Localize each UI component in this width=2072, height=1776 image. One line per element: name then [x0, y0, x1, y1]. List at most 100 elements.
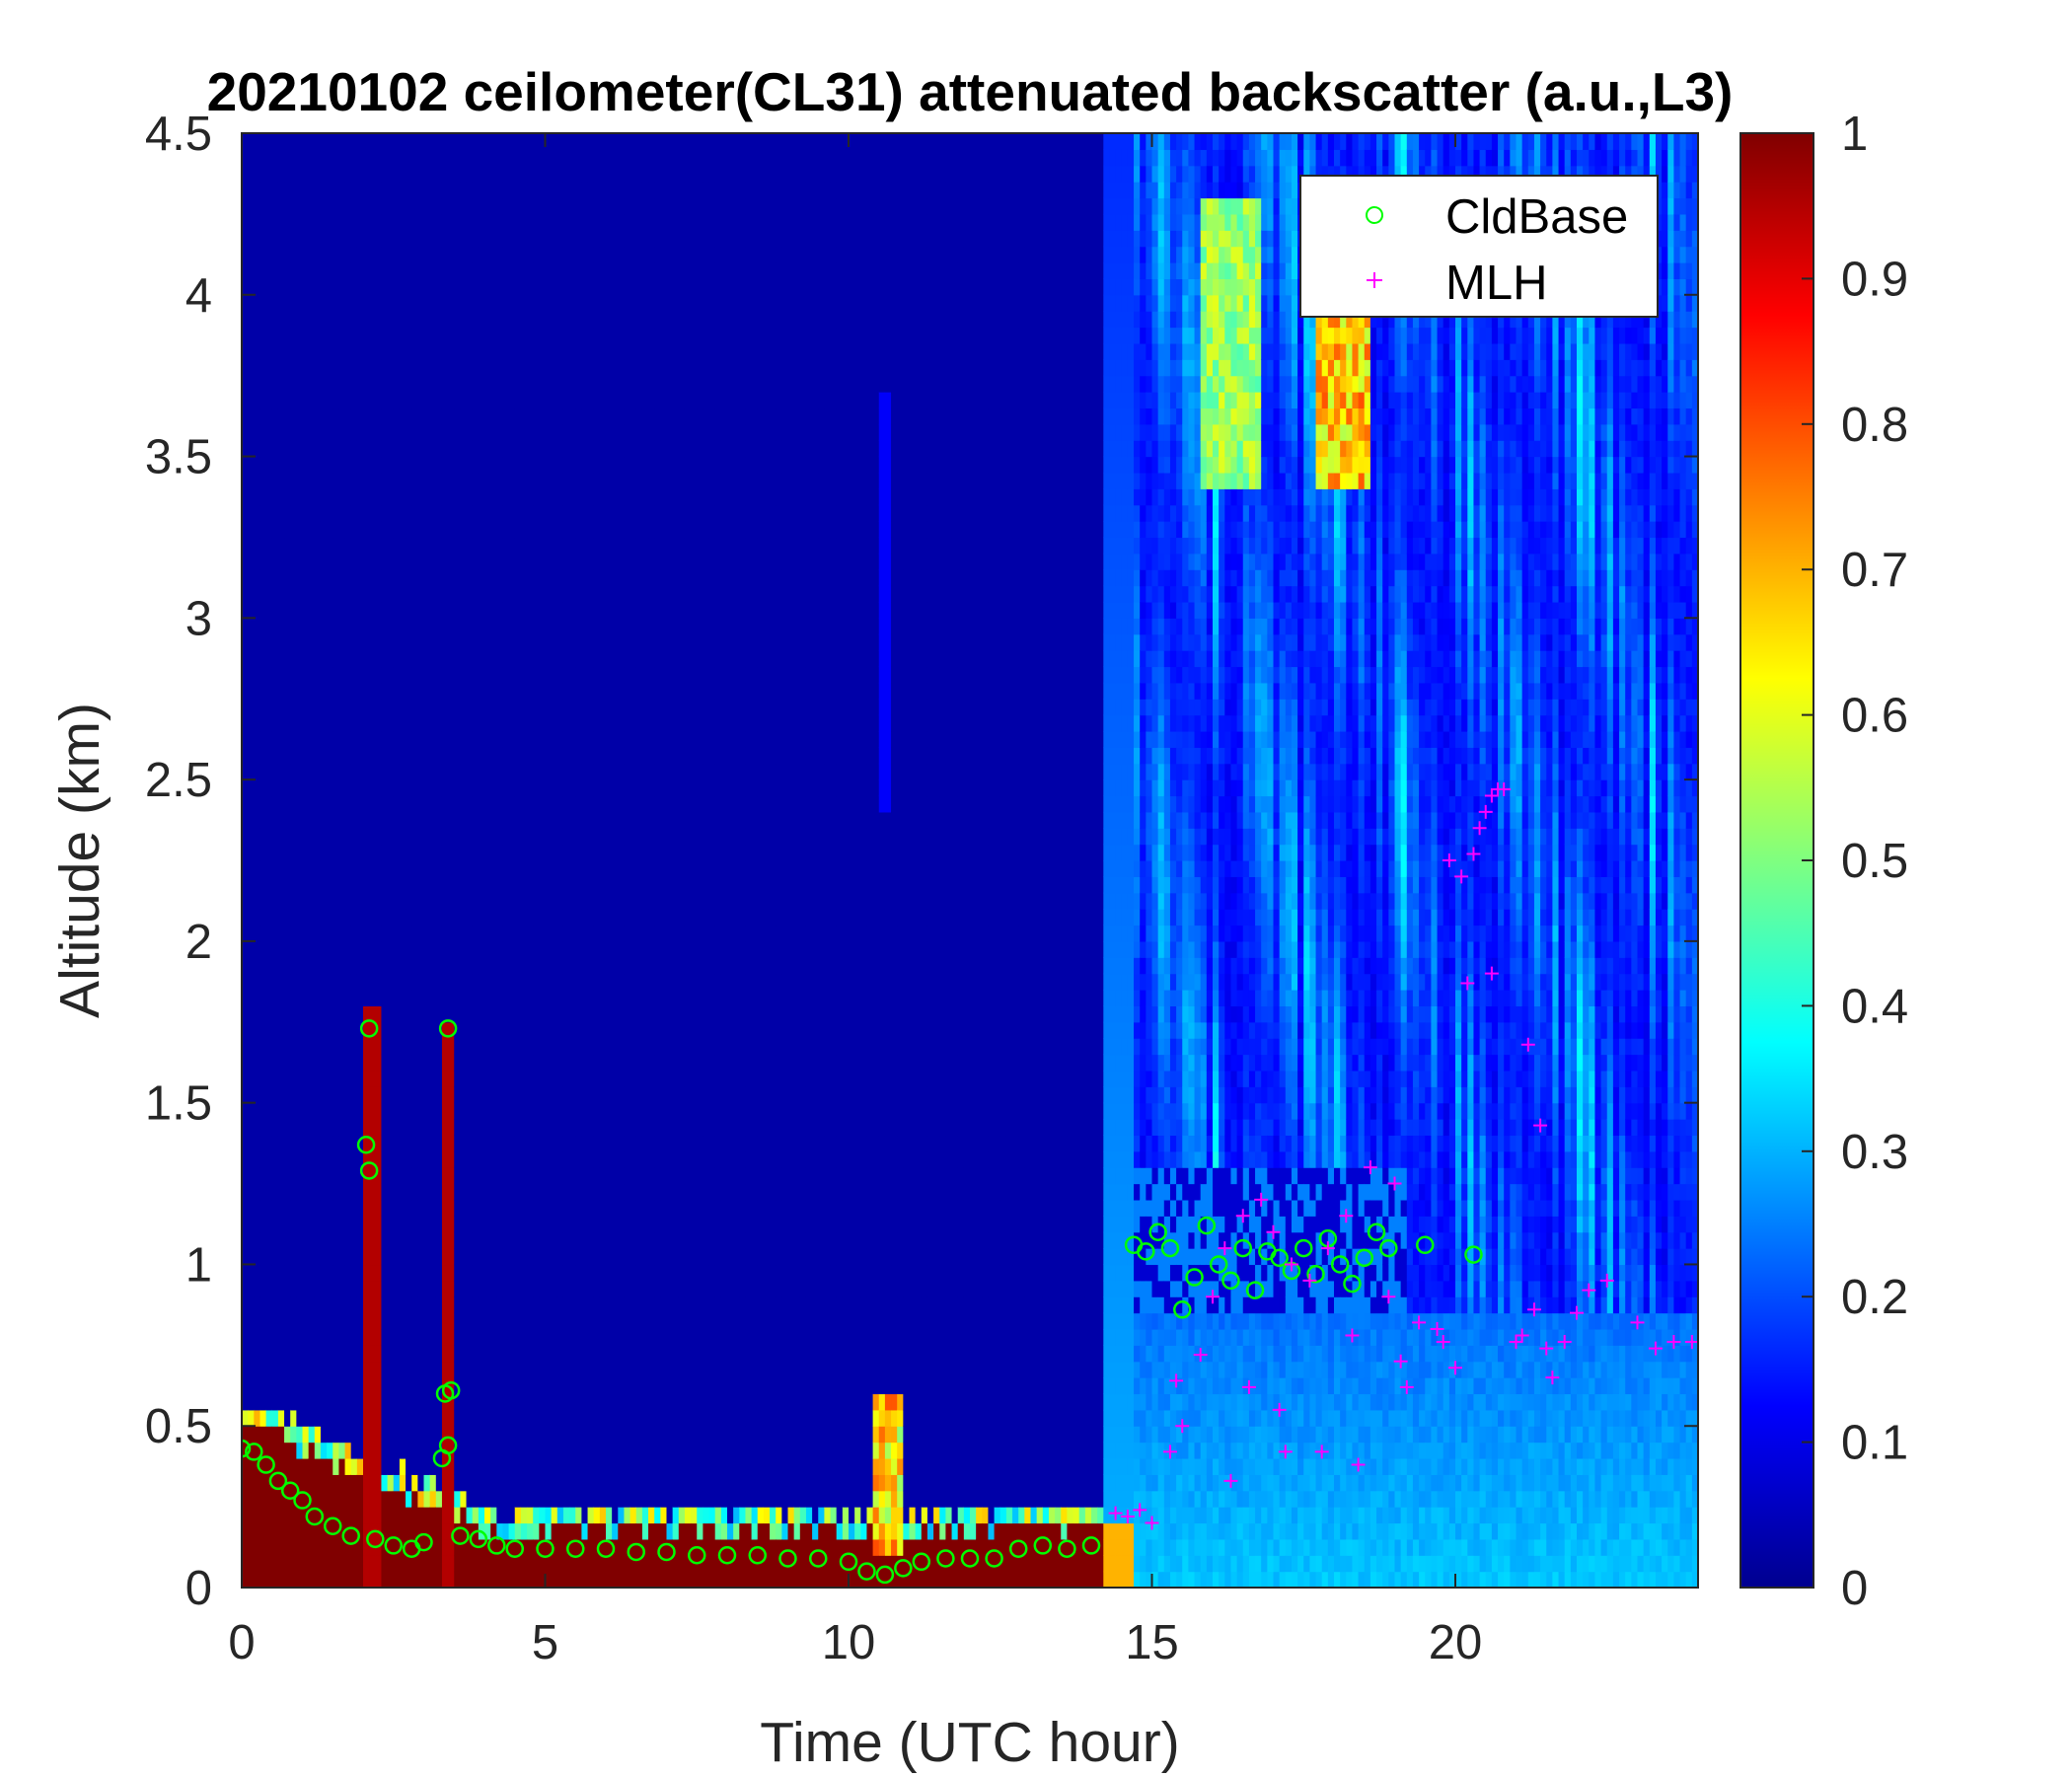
heatmap-cell: [278, 392, 285, 408]
heatmap-cell: [296, 376, 303, 393]
heatmap-cell: [284, 149, 291, 166]
heatmap-cell: [363, 586, 370, 603]
heatmap-cell: [242, 1151, 249, 1168]
heatmap-cell: [509, 957, 516, 974]
heatmap-cell: [254, 1216, 260, 1232]
heatmap-cell: [333, 133, 339, 150]
heatmap-cell: [442, 376, 449, 393]
heatmap-cell: [533, 214, 540, 231]
heatmap-cell: [484, 1572, 491, 1589]
heatmap-cell: [242, 1071, 249, 1087]
heatmap-cell: [569, 1296, 576, 1313]
heatmap-cell: [242, 311, 249, 328]
heatmap-cell: [242, 1362, 249, 1378]
heatmap-cell: [479, 457, 485, 474]
heatmap-cell: [394, 328, 401, 344]
heatmap-cell: [400, 1507, 407, 1523]
heatmap-cell: [539, 407, 546, 424]
heatmap-cell: [315, 747, 322, 764]
heatmap-cell: [448, 909, 455, 925]
heatmap-cell: [490, 779, 497, 796]
heatmap-cell: [442, 876, 449, 893]
heatmap-cell: [417, 376, 424, 393]
heatmap-cell: [436, 779, 443, 796]
heatmap-cell: [490, 554, 497, 570]
heatmap-cell: [394, 845, 401, 861]
heatmap-cell: [563, 1232, 570, 1249]
heatmap-cell: [327, 1410, 333, 1427]
heatmap-cell: [527, 295, 534, 312]
heatmap-cell: [333, 828, 339, 845]
heatmap-cell: [406, 634, 412, 651]
heatmap-cell: [479, 764, 485, 780]
heatmap-cell: [533, 278, 540, 295]
heatmap-cell: [479, 1345, 485, 1362]
heatmap-cell: [411, 569, 418, 586]
heatmap-cell: [406, 473, 412, 489]
heatmap-cell: [473, 407, 480, 424]
heatmap-cell: [460, 1103, 467, 1120]
heatmap-cell: [315, 1393, 322, 1410]
heatmap-cell: [394, 1296, 401, 1313]
heatmap-cell: [527, 666, 534, 683]
heatmap-cell: [546, 1022, 553, 1039]
heatmap-cell: [375, 262, 382, 279]
heatmap-cell: [411, 1507, 418, 1523]
heatmap-cell: [484, 214, 491, 231]
heatmap-cell: [496, 230, 503, 247]
heatmap-cell: [357, 1426, 364, 1443]
heatmap-cell: [448, 295, 455, 312]
heatmap-cell: [242, 1200, 249, 1217]
heatmap-cell: [375, 1345, 382, 1362]
heatmap-cell: [296, 1119, 303, 1136]
heatmap-cell: [467, 457, 474, 474]
heatmap-cell: [327, 779, 333, 796]
heatmap-cell: [266, 1572, 273, 1589]
heatmap-cell: [552, 1135, 558, 1151]
heatmap-cell: [272, 1491, 279, 1508]
heatmap-cell: [363, 214, 370, 231]
heatmap-cell: [381, 1377, 388, 1394]
heatmap-cell: [290, 586, 297, 603]
heatmap-cell: [248, 1232, 255, 1249]
heatmap-cell: [502, 666, 509, 683]
heatmap-cell: [272, 1151, 279, 1168]
heatmap-cell: [321, 230, 328, 247]
heatmap-cell: [315, 602, 322, 619]
heatmap-cell: [496, 343, 503, 360]
heatmap-cell: [259, 214, 266, 231]
heatmap-cell: [357, 893, 364, 910]
heatmap-cell: [454, 407, 461, 424]
heatmap-cell: [539, 262, 546, 279]
heatmap-cell: [375, 182, 382, 198]
heatmap-cell: [430, 715, 437, 732]
heatmap-cell: [527, 230, 534, 247]
heatmap-cell: [375, 893, 382, 910]
heatmap-cell: [351, 893, 358, 910]
heatmap-cell: [290, 1119, 297, 1136]
heatmap-cell: [333, 295, 339, 312]
heatmap-cell: [369, 634, 376, 651]
heatmap-cell: [266, 845, 273, 861]
heatmap-cell: [539, 537, 546, 554]
heatmap-cell: [442, 1329, 449, 1346]
heatmap-cell: [400, 230, 407, 247]
heatmap-cell: [496, 1119, 503, 1136]
heatmap-cell: [327, 1167, 333, 1184]
heatmap-cell: [430, 1232, 437, 1249]
heatmap-cell: [546, 1184, 553, 1201]
heatmap-cell: [515, 893, 522, 910]
heatmap-cell: [296, 1022, 303, 1039]
heatmap-cell: [242, 1055, 249, 1072]
heatmap-cell: [296, 860, 303, 877]
heatmap-cell: [284, 1539, 291, 1556]
heatmap-cell: [563, 262, 570, 279]
heatmap-cell: [473, 618, 480, 634]
heatmap-cell: [460, 1281, 467, 1297]
heatmap-cell: [303, 521, 310, 538]
heatmap-cell: [338, 876, 345, 893]
heatmap-cell: [502, 876, 509, 893]
heatmap-cell: [259, 925, 266, 942]
heatmap-cell: [454, 488, 461, 505]
heatmap-cell: [546, 521, 553, 538]
